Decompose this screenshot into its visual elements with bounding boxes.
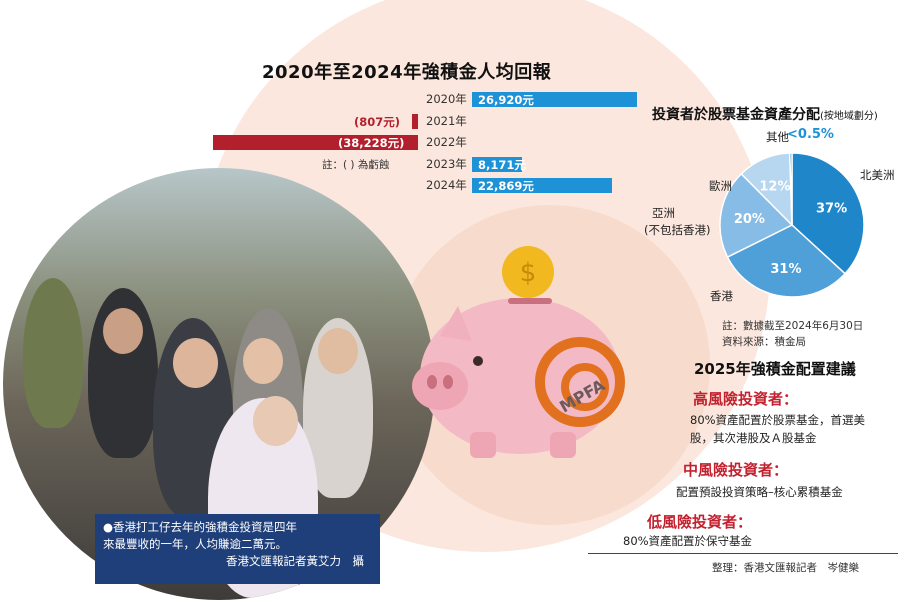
pie-label-europe: 歐洲 [709,179,732,193]
bar [213,135,418,150]
pie-chart-title: 投資者於股票基金資產分配(按地域劃分) [652,104,878,124]
pie-label-asia: 亞洲 [652,206,675,220]
bar [472,178,613,193]
pie-chart: 37% 31% 20% 12% [719,152,865,298]
photo-caption: ●香港打工仔去年的強積金投資是四年 來最豐收的一年，人均賺逾二萬元。 香港文匯報… [95,514,380,584]
photo-credit: 香港文匯報記者黃艾力 攝 [226,554,364,568]
bar [472,92,637,107]
high-risk-label: 高風險投資者： [693,390,799,408]
divider [588,553,898,554]
pie-label-asia-note: (不包括香港) [644,223,711,237]
low-risk-text: 80%資產配置於保守基金 [623,534,753,548]
medium-risk-text: 配置預設投資策略–核心累積基金 [676,485,843,499]
pie-chart-notes: 註：數據截至2024年6月30日 資料來源：積金局 [722,318,863,350]
bar [472,156,523,172]
pie-label-north-america: 北美洲 [860,168,895,182]
bar-year-label: 2020年 [426,92,467,106]
pie-label-hong-kong: 香港 [710,289,733,303]
bar-value-label: 26,920元 [478,93,534,107]
high-risk-text: 80%資產配置於股票基金，首選美 股，其次港股及Ａ股基金 [690,411,865,447]
high-risk-text-line1: 80%資產配置於股票基金，首選美 [690,413,866,427]
bar-year-label: 2023年 [426,156,467,171]
pie-note-source: 資料來源：積金局 [722,336,806,348]
pie-value-label: 37% [816,202,847,217]
mpfa-logo: MPFA [535,337,625,427]
bar-year-label: 2024年 [426,178,467,192]
pie-slice [791,152,865,275]
pie-label-other: 其他 [766,130,789,144]
bar-value-label: (807元) [354,114,401,129]
pie-value-label: 12% [759,179,790,194]
piggy-bank-illustration: $ [412,246,620,458]
pie-slice [719,172,794,259]
low-risk-label: 低風險投資者： [647,513,753,531]
editor-credit: 整理：香港文匯報記者 岑健樂 [712,562,859,574]
svg-text:$: $ [520,258,537,288]
bar-value-label: (38,228元) [338,136,405,150]
photo-caption-line2: 來最豐收的一年，人均賺逾二萬元。 [103,537,287,551]
pie-slice [788,152,793,226]
bar-chart-note: 註：( ) 為虧蝕 [322,159,390,171]
bar-year-label: 2022年 [426,135,467,149]
pie-value-label: 31% [770,262,801,277]
photo-caption-line1: ●香港打工仔去年的強積金投資是四年 [103,520,298,534]
medium-risk-label: 中風險投資者： [683,461,789,479]
coin-icon [502,246,554,298]
bar-year-label: 2021年 [426,113,467,128]
bar-value-label: 22,869元 [478,179,534,193]
bar [412,113,418,129]
recommendations-title: 2025年強積金配置建議 [694,360,856,378]
pie-note-date: 註：數據截至2024年6月30日 [722,320,864,332]
pie-chart-title-text: 投資者於股票基金資產分配 [652,107,820,123]
pie-value-label: 20% [734,212,765,227]
pie-value-other: <0.5% [787,127,834,142]
pie-chart-subtitle: (按地域劃分) [820,111,878,122]
high-risk-text-line2: 股，其次港股及Ａ股基金 [690,431,817,445]
bar-chart-title: 2020年至2024年強積金人均回報 [262,62,552,83]
bar-value-label: 8,171元 [478,157,526,172]
